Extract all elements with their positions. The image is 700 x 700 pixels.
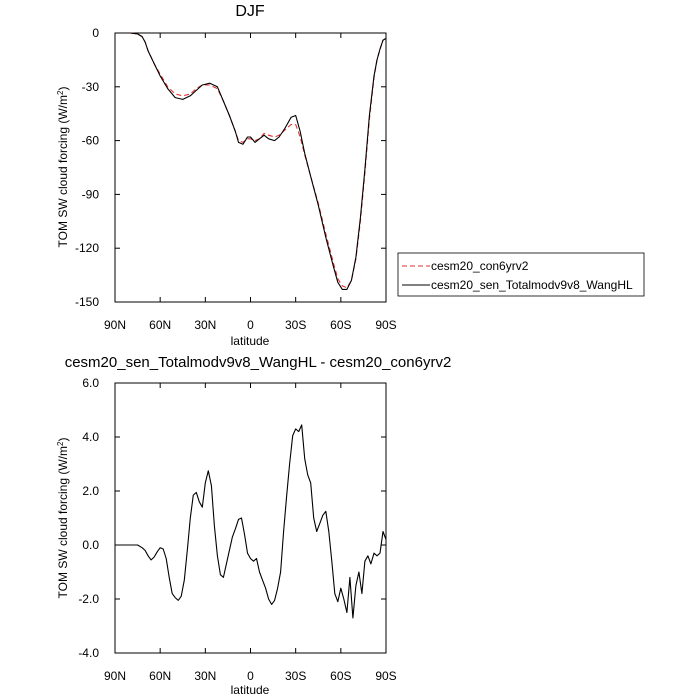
bottom-series-group: [115, 424, 387, 619]
x-tick-label: 30N: [194, 318, 216, 332]
y-tick-label: -120: [75, 241, 99, 255]
bottom-y-axis-label: TOM SW cloud forcing (W/m2): [56, 438, 70, 599]
x-tick-label: 90S: [375, 318, 396, 332]
top-y-axis-label: TOM SW cloud forcing (W/m2): [56, 87, 70, 248]
y-tick-label: -4.0: [78, 646, 99, 660]
top-x-ticks: 90N 60N 30N 0 30S 60S 90S: [104, 33, 397, 332]
x-tick-label: 30S: [285, 669, 306, 683]
y-tick-label: 0: [92, 26, 99, 40]
x-tick-label: 60N: [149, 669, 171, 683]
bottom-x-axis-label: latitude: [231, 683, 270, 697]
series-line-cesm20-sen-totalmodv9v8-wanghl: [115, 32, 387, 290]
x-tick-label: 60S: [330, 669, 351, 683]
top-plot-frame: [114, 32, 387, 303]
y-tick-label: -60: [82, 134, 100, 148]
y-tick-label: -30: [82, 80, 100, 94]
x-tick-label: 0: [247, 318, 254, 332]
y-tick-label: -90: [82, 187, 100, 201]
y-tick-label: -150: [75, 295, 99, 309]
y-tick-label: 0.0: [82, 538, 99, 552]
x-tick-label: 30S: [285, 318, 306, 332]
legend-label-wanghl: cesm20_sen_Totalmodv9v8_WangHL: [431, 278, 633, 292]
top-x-axis-label: latitude: [231, 334, 270, 348]
x-tick-label: 0: [247, 669, 254, 683]
y-tick-label: 4.0: [82, 430, 99, 444]
legend-label-con6yrv2: cesm20_con6yrv2: [431, 259, 529, 273]
top-y-ticks: 0 -30 -60 -90 -120 -150: [75, 26, 386, 309]
bottom-chart-title: cesm20_sen_Totalmodv9v8_WangHL - cesm20_…: [65, 354, 452, 371]
bottom-plot-frame: [114, 382, 387, 654]
bottom-y-ticks: 6.0 4.0 2.0 0.0 -2.0 -4.0: [78, 376, 386, 660]
y-tick-label: -2.0: [78, 592, 99, 606]
x-tick-label: 90S: [375, 669, 396, 683]
x-tick-label: 30N: [194, 669, 216, 683]
x-tick-label: 60S: [330, 318, 351, 332]
top-chart-title: DJF: [235, 3, 265, 20]
top-series-group: [115, 32, 387, 290]
y-tick-label: 2.0: [82, 484, 99, 498]
bottom-panel: cesm20_sen_Totalmodv9v8_WangHL - cesm20_…: [56, 354, 451, 697]
y-tick-label: 6.0: [82, 376, 99, 390]
series-line-cesm20-con6yrv2: [115, 32, 387, 289]
bottom-x-ticks: 90N 60N 30N 0 30S 60S 90S: [104, 383, 397, 683]
x-tick-label: 90N: [104, 669, 126, 683]
legend-box: [397, 252, 645, 297]
x-tick-label: 90N: [104, 318, 126, 332]
x-tick-label: 60N: [149, 318, 171, 332]
top-legend: cesm20_con6yrv2 cesm20_sen_Totalmodv9v8_…: [397, 252, 645, 297]
top-panel: DJF 90N 60N 30N 0 30S 60S 90S 0 -30 -60 -90 -120 -1…: [56, 3, 645, 348]
series-line-difference: [115, 424, 387, 619]
